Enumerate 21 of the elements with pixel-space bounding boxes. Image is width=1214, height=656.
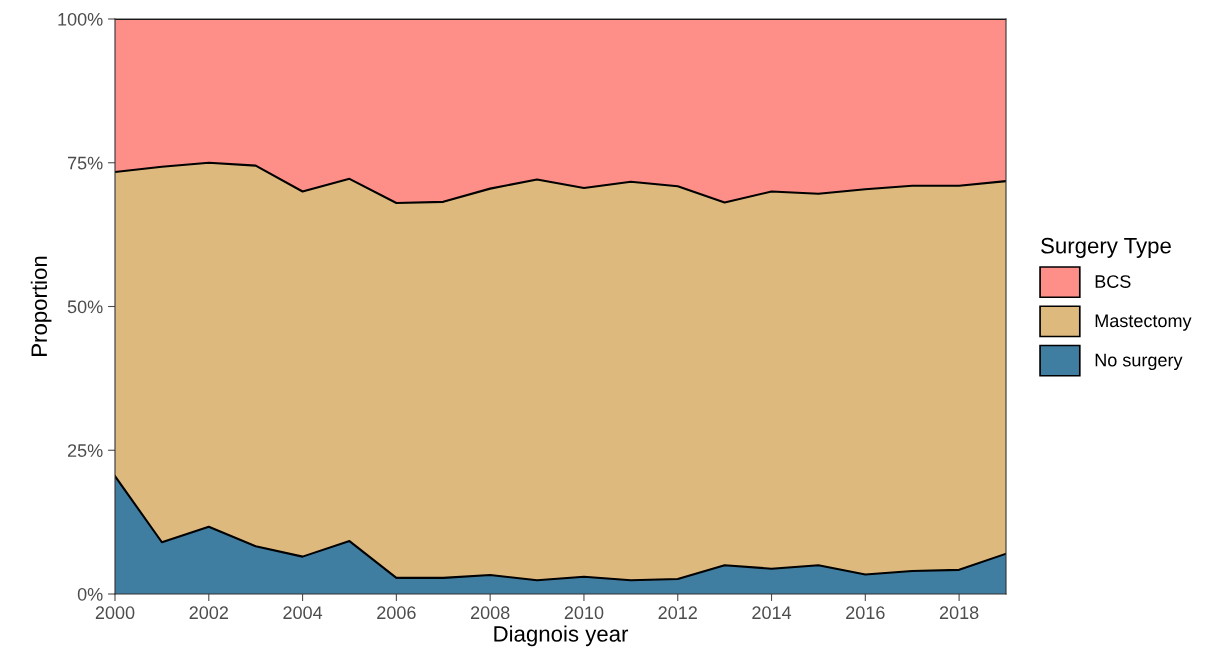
x-tick-label: 2018 <box>939 606 979 620</box>
y-tick-label: 0% <box>77 587 103 601</box>
x-tick-label: 2008 <box>470 606 510 620</box>
y-tick-label: 75% <box>67 156 103 170</box>
y-tick-label: 25% <box>67 444 103 457</box>
legend-title: Surgery Type <box>1041 237 1171 258</box>
x-tick-label: 2016 <box>846 606 885 620</box>
x-tick-label: 2012 <box>658 606 697 620</box>
y-tick-label: 100% <box>58 12 103 26</box>
x-tick-label: 2000 <box>95 606 135 620</box>
y-tick-label: 50% <box>67 300 103 314</box>
x-tick-label: 2006 <box>377 606 416 620</box>
x-tick-label: 2010 <box>564 606 604 620</box>
legend-label: Mastectomy <box>1095 314 1192 331</box>
legend-label: BCS <box>1095 275 1131 288</box>
legend-label: No surgery <box>1095 353 1183 371</box>
x-tick-label: 2004 <box>283 606 323 620</box>
x-tick-label: 2014 <box>752 606 792 620</box>
y-axis-title: Proportion <box>30 256 52 356</box>
x-axis-title: Diagnois year <box>494 625 629 647</box>
x-tick-label: 2002 <box>189 606 228 620</box>
